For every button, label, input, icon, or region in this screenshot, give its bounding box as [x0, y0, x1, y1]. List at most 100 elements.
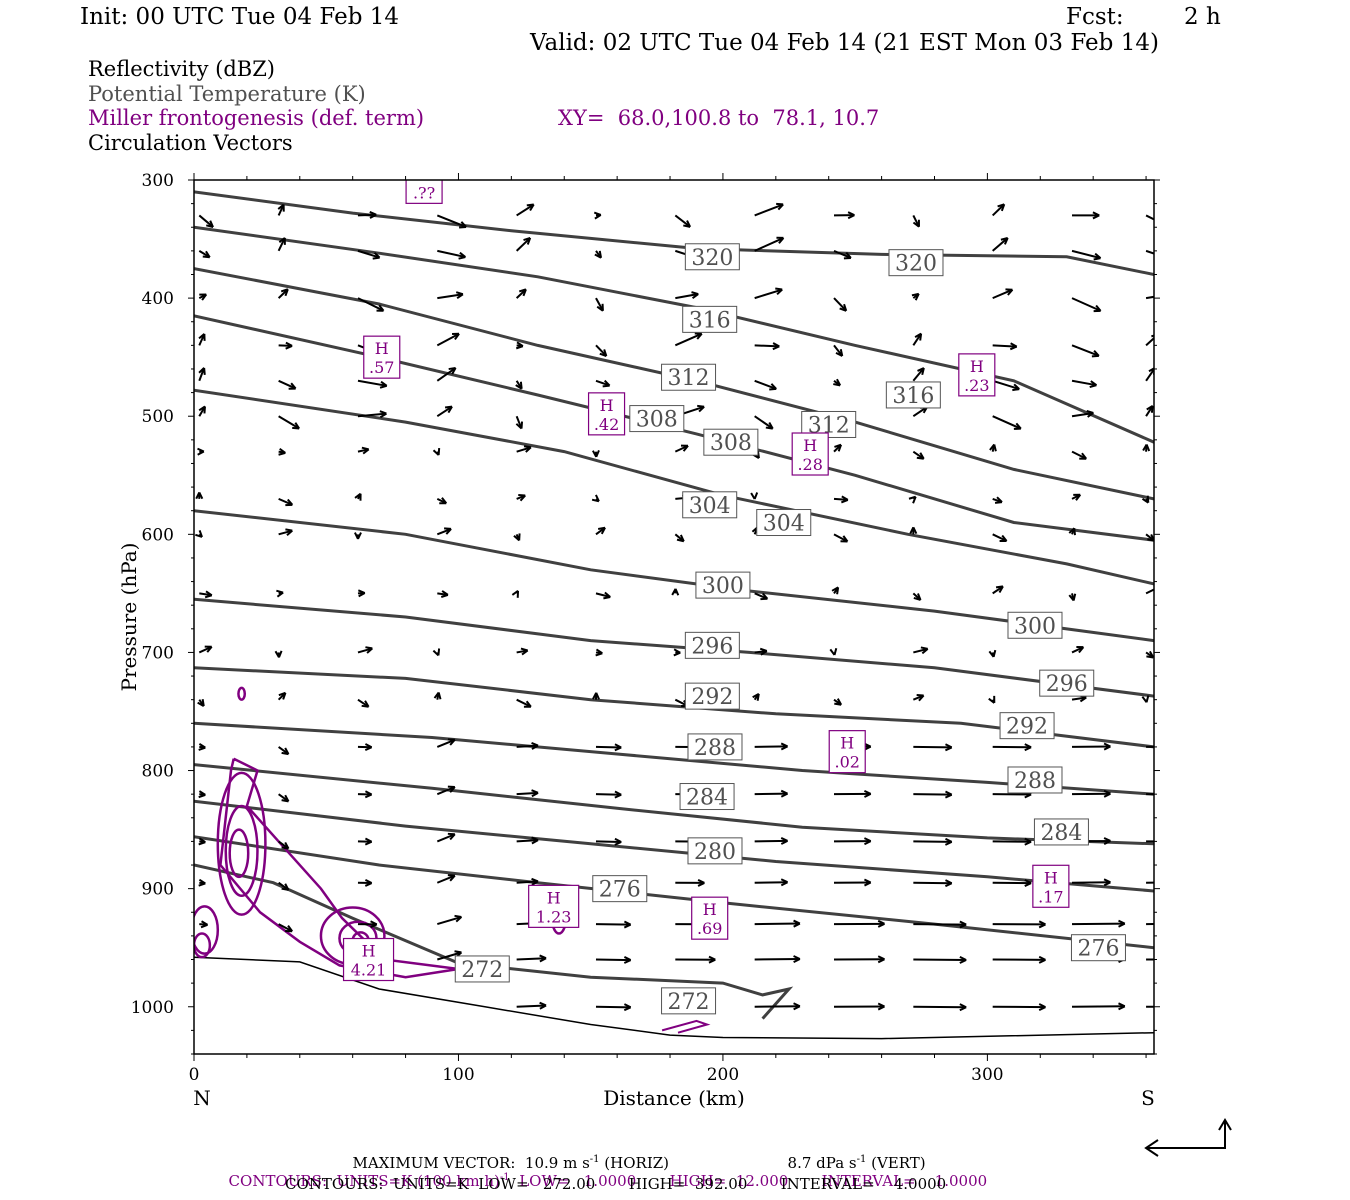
isentrope-label: 288 — [687, 733, 743, 761]
vector-head — [364, 878, 373, 887]
circulation-vector — [516, 742, 539, 750]
circulation-vector — [357, 211, 377, 219]
circulation-vector — [992, 496, 1003, 504]
isentrope-label: 276 — [1070, 934, 1126, 962]
vector-head — [1092, 211, 1100, 220]
vector-shaft — [1145, 249, 1154, 255]
circulation-vector — [513, 533, 521, 542]
circulation-vector — [199, 920, 209, 929]
vector-head — [281, 794, 290, 803]
vector-shaft — [992, 415, 1022, 430]
vector-head — [780, 789, 789, 798]
terrain-line — [194, 956, 1154, 1040]
circulation-vector — [833, 1002, 885, 1011]
frontogenesis-contour-surface — [661, 1019, 711, 1034]
isentrope-label: 300 — [695, 571, 751, 599]
circulation-vector — [436, 527, 452, 536]
vector-head — [1038, 1003, 1046, 1011]
vector-head — [198, 790, 206, 799]
vector-head — [1089, 380, 1098, 389]
vector-head — [197, 698, 205, 707]
vector-head — [623, 920, 632, 929]
circulation-vector — [675, 291, 699, 300]
frontogenesis-max-letter: H — [970, 357, 984, 376]
frontogenesis-max-letter: H — [803, 436, 817, 455]
circulation-vector — [833, 297, 848, 312]
frontogenesis-max-value: 4.21 — [351, 961, 387, 980]
reference-vector-left-head — [1144, 1139, 1159, 1157]
vector-head — [364, 743, 373, 752]
circulation-vector — [833, 919, 885, 928]
circulation-vector — [1145, 650, 1154, 659]
vector-shaft — [754, 1005, 800, 1008]
circulation-vector — [992, 837, 1032, 846]
vector-head — [285, 528, 293, 536]
vector-shaft — [754, 203, 784, 217]
circulation-vector — [991, 203, 1006, 217]
isentrope-label-box — [695, 571, 751, 599]
isentrope-label: 320 — [684, 243, 740, 271]
vector-head — [1178, 838, 1184, 844]
vector-head — [912, 219, 920, 228]
circulation-vector — [913, 790, 953, 799]
vector-head — [944, 743, 953, 752]
vector-shaft — [516, 791, 539, 796]
vector-head — [285, 498, 294, 507]
circulation-vector — [516, 836, 539, 845]
circulation-vector — [277, 691, 287, 701]
vector-shaft — [516, 1004, 547, 1008]
vector-shaft — [754, 288, 783, 300]
vector-shaft — [436, 786, 456, 796]
max-vector-vert-text: 8.7 dPa s — [787, 1154, 857, 1172]
vector-head — [834, 443, 843, 452]
circulation-vector — [754, 202, 784, 217]
vector-shaft — [833, 533, 848, 543]
vector-head — [999, 534, 1008, 543]
circulation-vector — [1071, 646, 1085, 654]
vector-shaft — [754, 922, 800, 926]
isentrope-label-box — [703, 428, 759, 456]
vector-head — [513, 533, 521, 542]
vector-head — [780, 837, 789, 845]
vector-shaft — [1145, 295, 1154, 300]
circulation-vector — [1141, 695, 1150, 703]
vector-head — [833, 378, 842, 387]
vector-head — [909, 526, 918, 535]
vector-shaft — [1071, 450, 1087, 460]
vector-head — [691, 291, 699, 299]
vector-head — [195, 530, 203, 538]
vector-head — [520, 647, 529, 656]
vector-head — [916, 694, 925, 702]
frontogenesis-contour — [237, 686, 247, 701]
circulation-vector — [1145, 533, 1154, 542]
vector-shaft — [278, 497, 293, 506]
vector-head — [198, 367, 206, 375]
circulation-vector — [1145, 214, 1154, 221]
vector-shaft — [754, 344, 780, 348]
valid-time: Valid: 02 UTC Tue 04 Feb 14 (21 EST Mon … — [530, 30, 1159, 56]
circulation-vector — [992, 379, 1020, 392]
circulation-vector — [833, 789, 872, 798]
vector-shaft — [595, 344, 608, 357]
vector-head — [432, 447, 441, 456]
vector-head — [1103, 878, 1111, 887]
frontogenesis-contour — [228, 828, 250, 879]
vector-head — [204, 590, 213, 599]
isentrope-label: 276 — [592, 875, 648, 903]
vector-shaft — [674, 444, 689, 453]
circulation-vector — [197, 447, 205, 456]
circulation-vector — [1142, 444, 1151, 452]
field-potential-temperature: Potential Temperature (K) — [88, 82, 366, 106]
circulation-vector — [357, 646, 373, 654]
vector-shaft — [357, 213, 377, 217]
frontogenesis-max: H.28 — [791, 432, 829, 476]
vector-shaft — [1145, 214, 1154, 221]
circulation-vector — [754, 287, 783, 300]
circulation-vector — [278, 746, 290, 756]
circulation-vector — [198, 250, 211, 259]
vector-head — [1038, 920, 1046, 929]
vector-head — [357, 589, 366, 598]
vector-head — [1160, 253, 1167, 259]
circulation-vector — [357, 410, 387, 419]
circulation-vector — [437, 914, 463, 926]
